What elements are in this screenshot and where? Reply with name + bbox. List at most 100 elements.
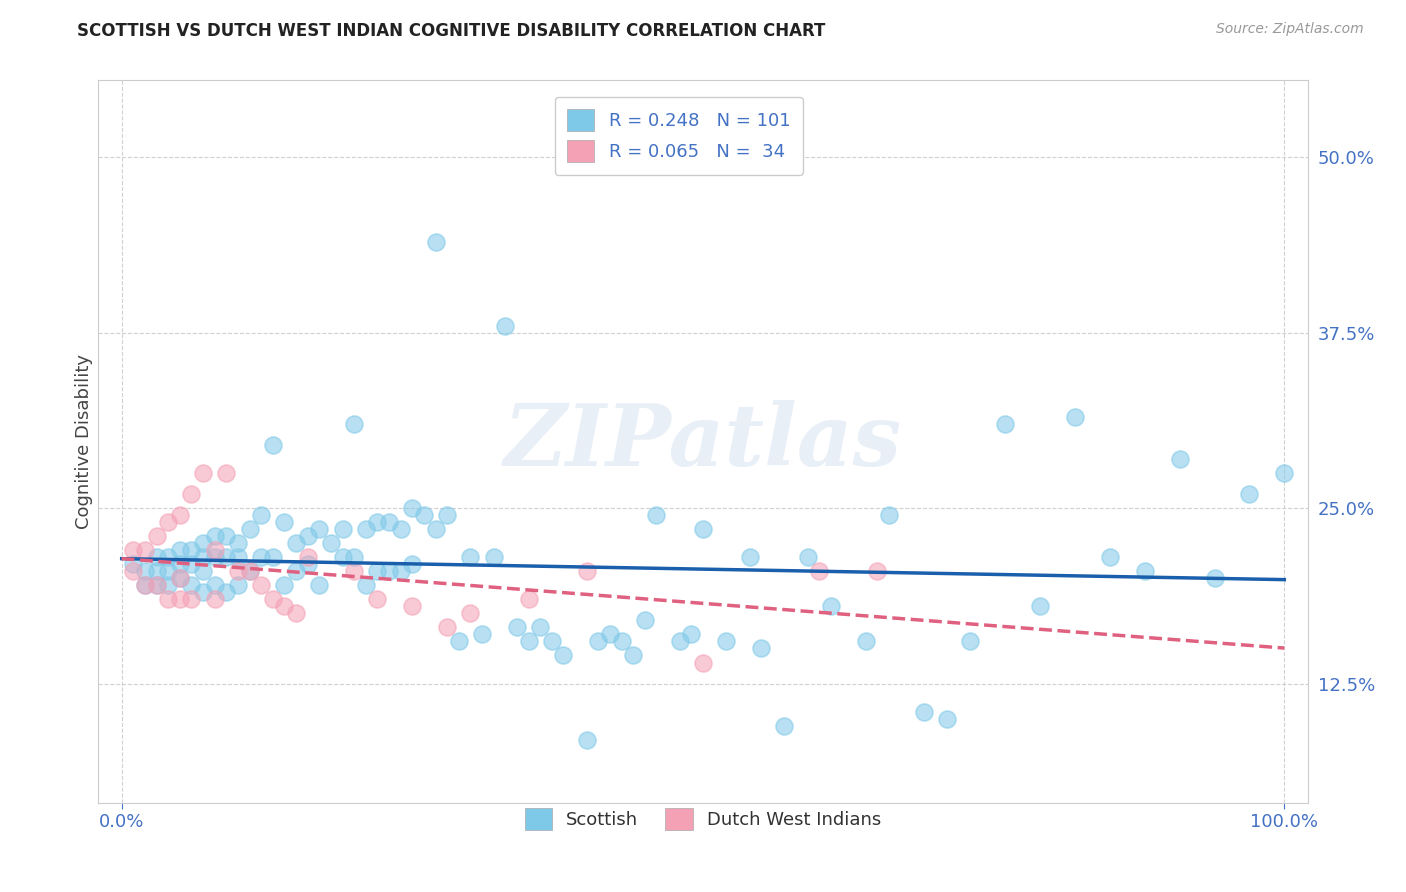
- Point: [204, 592, 226, 607]
- Point: [191, 536, 214, 550]
- Point: [1168, 452, 1191, 467]
- Text: ZIPatlas: ZIPatlas: [503, 400, 903, 483]
- Point: [517, 592, 540, 607]
- Point: [366, 515, 388, 529]
- Point: [796, 550, 818, 565]
- Point: [308, 578, 330, 592]
- Point: [215, 529, 238, 543]
- Point: [517, 634, 540, 648]
- Point: [250, 578, 273, 592]
- Point: [180, 543, 202, 558]
- Point: [413, 508, 436, 523]
- Point: [1272, 466, 1295, 480]
- Point: [180, 558, 202, 572]
- Point: [180, 487, 202, 501]
- Point: [239, 564, 262, 578]
- Y-axis label: Cognitive Disability: Cognitive Disability: [75, 354, 93, 529]
- Point: [239, 522, 262, 536]
- Point: [191, 466, 214, 480]
- Point: [343, 564, 366, 578]
- Point: [610, 634, 633, 648]
- Point: [169, 543, 191, 558]
- Point: [157, 515, 180, 529]
- Point: [1029, 599, 1052, 614]
- Point: [297, 550, 319, 565]
- Point: [436, 620, 458, 634]
- Point: [366, 564, 388, 578]
- Point: [575, 732, 598, 747]
- Point: [273, 578, 295, 592]
- Point: [634, 614, 657, 628]
- Point: [994, 417, 1017, 431]
- Point: [716, 634, 738, 648]
- Point: [460, 550, 482, 565]
- Point: [157, 550, 180, 565]
- Point: [169, 571, 191, 585]
- Point: [343, 550, 366, 565]
- Point: [855, 634, 877, 648]
- Point: [134, 564, 156, 578]
- Point: [575, 564, 598, 578]
- Point: [285, 564, 308, 578]
- Point: [668, 634, 690, 648]
- Point: [134, 578, 156, 592]
- Point: [773, 718, 796, 732]
- Point: [169, 571, 191, 585]
- Point: [506, 620, 529, 634]
- Point: [250, 508, 273, 523]
- Point: [1098, 550, 1121, 565]
- Point: [354, 578, 377, 592]
- Point: [366, 592, 388, 607]
- Point: [145, 564, 167, 578]
- Text: SCOTTISH VS DUTCH WEST INDIAN COGNITIVE DISABILITY CORRELATION CHART: SCOTTISH VS DUTCH WEST INDIAN COGNITIVE …: [77, 22, 825, 40]
- Point: [808, 564, 831, 578]
- Point: [191, 550, 214, 565]
- Point: [145, 578, 167, 592]
- Point: [1064, 409, 1087, 424]
- Point: [215, 550, 238, 565]
- Point: [1204, 571, 1226, 585]
- Point: [262, 592, 284, 607]
- Point: [169, 558, 191, 572]
- Point: [157, 592, 180, 607]
- Point: [226, 578, 249, 592]
- Point: [378, 564, 401, 578]
- Point: [122, 543, 145, 558]
- Text: Source: ZipAtlas.com: Source: ZipAtlas.com: [1216, 22, 1364, 37]
- Point: [145, 578, 167, 592]
- Point: [122, 558, 145, 572]
- Point: [401, 599, 423, 614]
- Point: [169, 508, 191, 523]
- Point: [681, 627, 703, 641]
- Point: [226, 564, 249, 578]
- Point: [215, 466, 238, 480]
- Point: [692, 656, 714, 670]
- Point: [645, 508, 668, 523]
- Point: [145, 550, 167, 565]
- Point: [332, 550, 354, 565]
- Point: [1239, 487, 1261, 501]
- Point: [959, 634, 981, 648]
- Point: [354, 522, 377, 536]
- Point: [692, 522, 714, 536]
- Point: [482, 550, 505, 565]
- Point: [447, 634, 470, 648]
- Point: [169, 592, 191, 607]
- Point: [425, 522, 447, 536]
- Point: [285, 536, 308, 550]
- Point: [540, 634, 562, 648]
- Point: [529, 620, 551, 634]
- Point: [738, 550, 761, 565]
- Point: [332, 522, 354, 536]
- Point: [319, 536, 342, 550]
- Point: [204, 578, 226, 592]
- Point: [936, 712, 959, 726]
- Point: [308, 522, 330, 536]
- Point: [122, 564, 145, 578]
- Point: [588, 634, 610, 648]
- Legend: Scottish, Dutch West Indians: Scottish, Dutch West Indians: [517, 801, 889, 837]
- Point: [621, 648, 644, 663]
- Point: [401, 558, 423, 572]
- Point: [425, 235, 447, 249]
- Point: [191, 585, 214, 599]
